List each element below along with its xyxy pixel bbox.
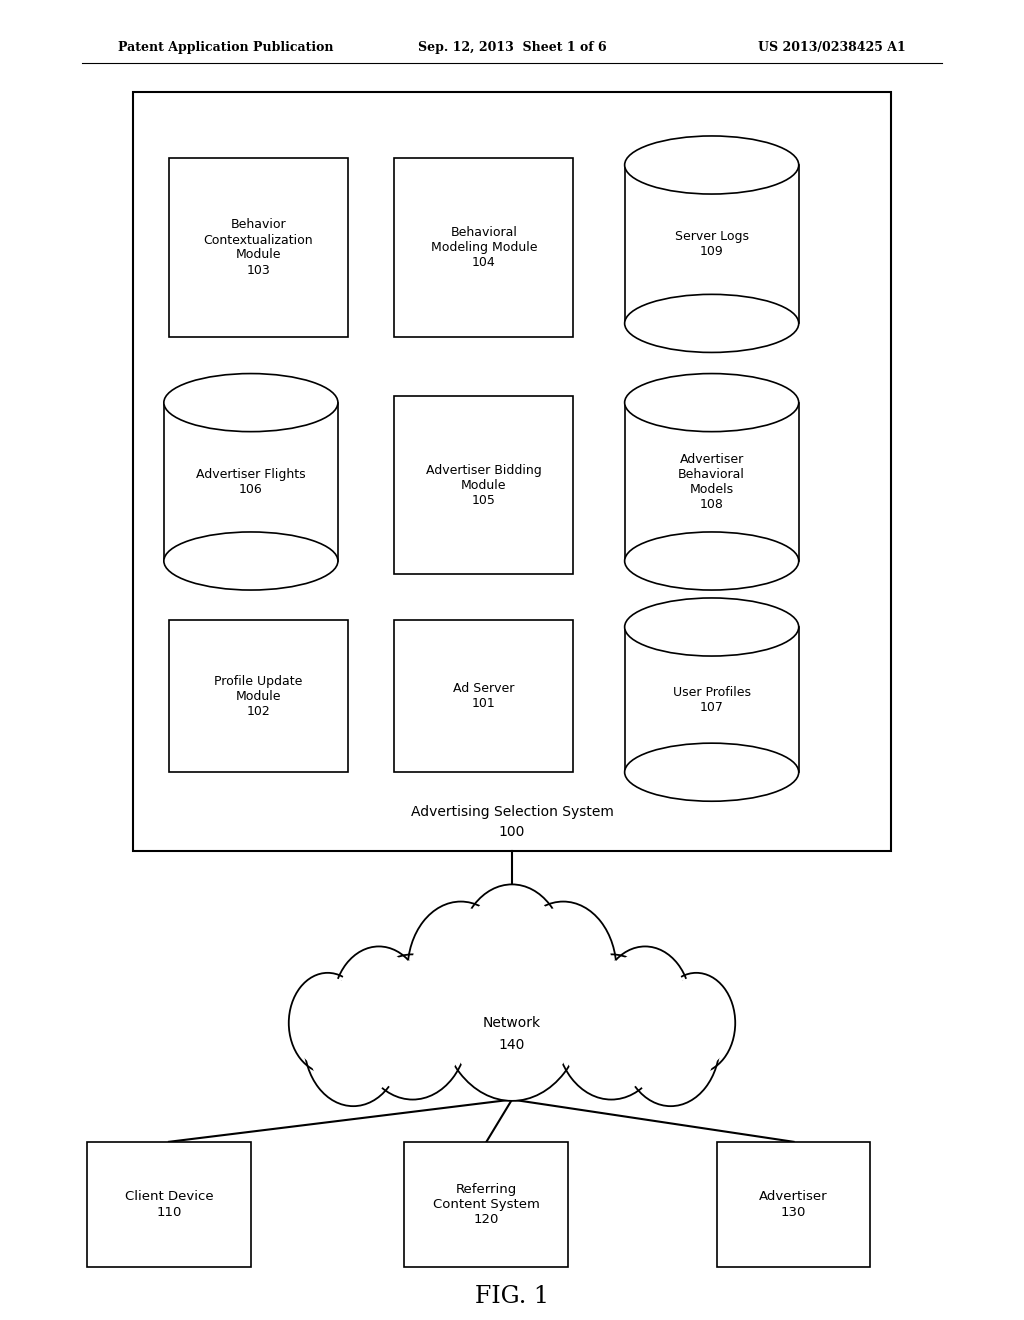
Circle shape xyxy=(603,952,687,1060)
Circle shape xyxy=(308,985,398,1101)
Text: Advertising Selection System: Advertising Selection System xyxy=(411,805,613,818)
Bar xyxy=(394,158,573,337)
Circle shape xyxy=(555,954,668,1100)
Text: 140: 140 xyxy=(499,1039,525,1052)
Circle shape xyxy=(360,960,465,1094)
Bar xyxy=(394,396,573,574)
Text: Ad Server
101: Ad Server 101 xyxy=(454,682,514,710)
Circle shape xyxy=(333,946,425,1065)
Bar xyxy=(717,1142,870,1267)
Text: US 2013/0238425 A1: US 2013/0238425 A1 xyxy=(759,41,906,54)
Bar xyxy=(625,403,799,561)
Ellipse shape xyxy=(625,136,799,194)
Ellipse shape xyxy=(625,374,799,432)
Text: Sep. 12, 2013  Sheet 1 of 6: Sep. 12, 2013 Sheet 1 of 6 xyxy=(418,41,606,54)
Circle shape xyxy=(510,902,616,1039)
Bar xyxy=(625,627,799,772)
Text: Server Logs
109: Server Logs 109 xyxy=(675,230,749,259)
Text: FIG. 1: FIG. 1 xyxy=(475,1284,549,1308)
Bar xyxy=(133,92,891,851)
Text: Advertiser Bidding
Module
105: Advertiser Bidding Module 105 xyxy=(426,463,542,507)
Circle shape xyxy=(559,960,664,1094)
Circle shape xyxy=(660,977,732,1069)
Text: 100: 100 xyxy=(499,825,525,838)
Ellipse shape xyxy=(625,598,799,656)
Circle shape xyxy=(459,884,565,1022)
Circle shape xyxy=(292,977,364,1069)
Circle shape xyxy=(304,979,402,1106)
Circle shape xyxy=(438,911,586,1101)
Ellipse shape xyxy=(625,743,799,801)
Circle shape xyxy=(626,985,716,1101)
Circle shape xyxy=(622,979,720,1106)
Text: User Profiles
107: User Profiles 107 xyxy=(673,685,751,714)
Circle shape xyxy=(408,902,514,1039)
Bar xyxy=(169,620,348,772)
Circle shape xyxy=(514,907,612,1034)
Text: Advertiser
130: Advertiser 130 xyxy=(759,1191,828,1218)
Bar xyxy=(625,165,799,323)
Text: Advertiser Flights
106: Advertiser Flights 106 xyxy=(196,467,306,496)
Ellipse shape xyxy=(164,532,338,590)
Bar xyxy=(87,1142,251,1267)
Circle shape xyxy=(599,946,691,1065)
Bar xyxy=(394,620,573,772)
Ellipse shape xyxy=(164,374,338,432)
Bar xyxy=(169,158,348,337)
Text: Referring
Content System
120: Referring Content System 120 xyxy=(433,1183,540,1226)
Text: Profile Update
Module
102: Profile Update Module 102 xyxy=(214,675,303,718)
Text: Advertiser
Behavioral
Models
108: Advertiser Behavioral Models 108 xyxy=(678,453,745,511)
Circle shape xyxy=(356,954,469,1100)
Ellipse shape xyxy=(625,532,799,590)
Text: Patent Application Publication: Patent Application Publication xyxy=(118,41,333,54)
Circle shape xyxy=(337,952,421,1060)
Circle shape xyxy=(657,973,735,1073)
Text: Behavior
Contextualization
Module
103: Behavior Contextualization Module 103 xyxy=(204,219,313,276)
Text: Behavioral
Modeling Module
104: Behavioral Modeling Module 104 xyxy=(430,226,538,269)
Text: Network: Network xyxy=(483,1016,541,1030)
Circle shape xyxy=(463,890,561,1016)
Circle shape xyxy=(444,919,580,1093)
Circle shape xyxy=(289,973,367,1073)
Bar xyxy=(164,403,338,561)
Ellipse shape xyxy=(625,294,799,352)
Bar xyxy=(404,1142,568,1267)
Text: Client Device
110: Client Device 110 xyxy=(125,1191,213,1218)
Circle shape xyxy=(412,907,510,1034)
